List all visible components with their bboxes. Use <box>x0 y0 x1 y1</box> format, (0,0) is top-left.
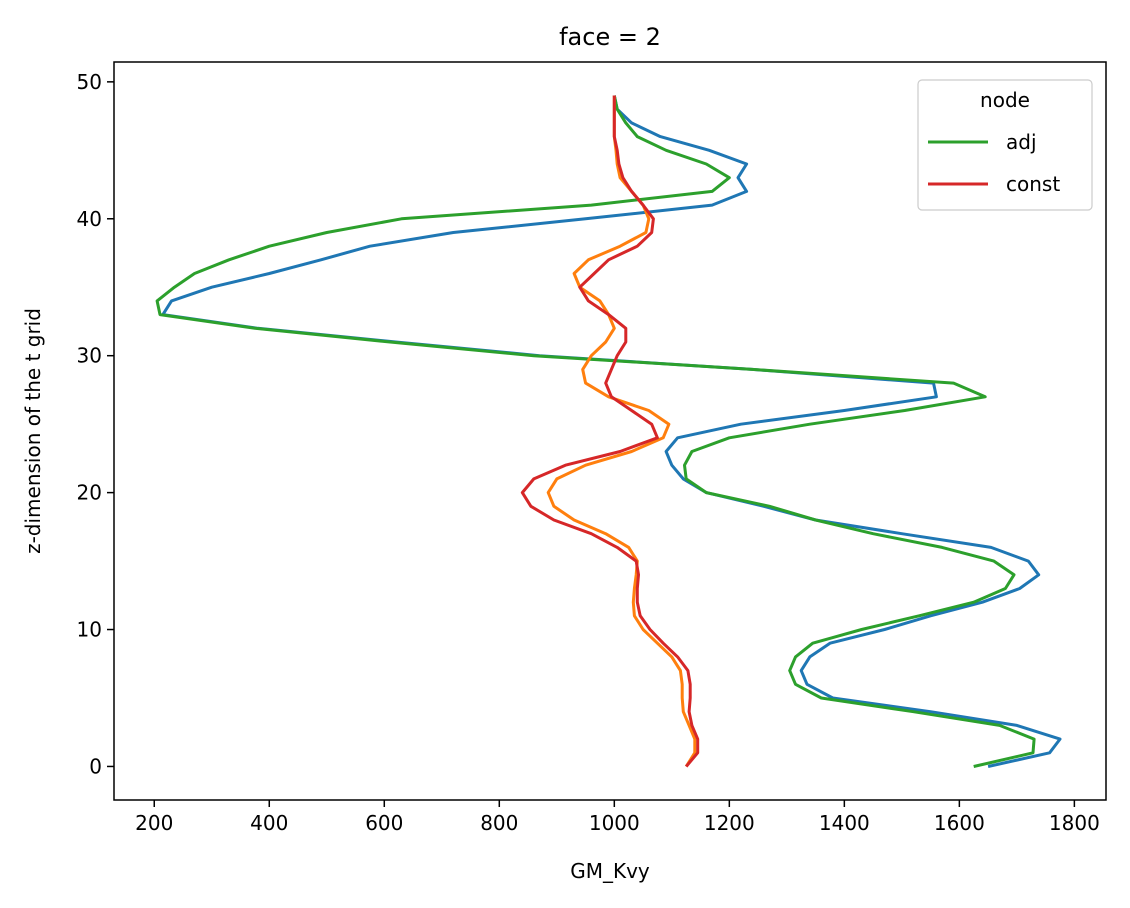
plot-frame <box>113 61 1107 801</box>
y-tick-label: 40 <box>77 207 102 231</box>
x-tick-label: 1600 <box>934 811 985 835</box>
x-tick-label: 1200 <box>704 811 755 835</box>
chart-title: face = 2 <box>559 23 661 51</box>
x-tick-label: 200 <box>135 811 173 835</box>
legend-label-const: const <box>1006 172 1060 196</box>
legend: node adj const <box>917 79 1093 211</box>
y-tick-label: 10 <box>77 618 102 642</box>
y-tick-label: 50 <box>77 70 102 94</box>
x-tick-label: 1400 <box>819 811 870 835</box>
legend-box <box>917 79 1093 211</box>
legend-title: node <box>980 88 1030 112</box>
x-axis-ticks: 200 400 600 800 1000 1200 1400 1600 1800 <box>135 800 1100 835</box>
series-line-3 <box>520 95 700 768</box>
series-line-1 <box>155 95 1036 768</box>
x-tick-label: 1000 <box>589 811 640 835</box>
y-tick-label: 30 <box>77 344 102 368</box>
y-axis-label: z-dimension of the t grid <box>21 308 45 554</box>
y-tick-label: 20 <box>77 481 102 505</box>
x-tick-label: 800 <box>480 811 518 835</box>
x-axis-label: GM_Kvy <box>570 859 650 883</box>
x-tick-label: 600 <box>365 811 403 835</box>
x-tick-label: 400 <box>250 811 288 835</box>
series-line-0 <box>161 95 1062 768</box>
y-axis-ticks: 0 10 20 30 40 50 <box>77 70 114 778</box>
x-tick-label: 1800 <box>1049 811 1100 835</box>
legend-label-adj: adj <box>1006 130 1037 154</box>
y-tick-label: 0 <box>89 754 102 778</box>
plot-lines <box>155 95 1062 768</box>
